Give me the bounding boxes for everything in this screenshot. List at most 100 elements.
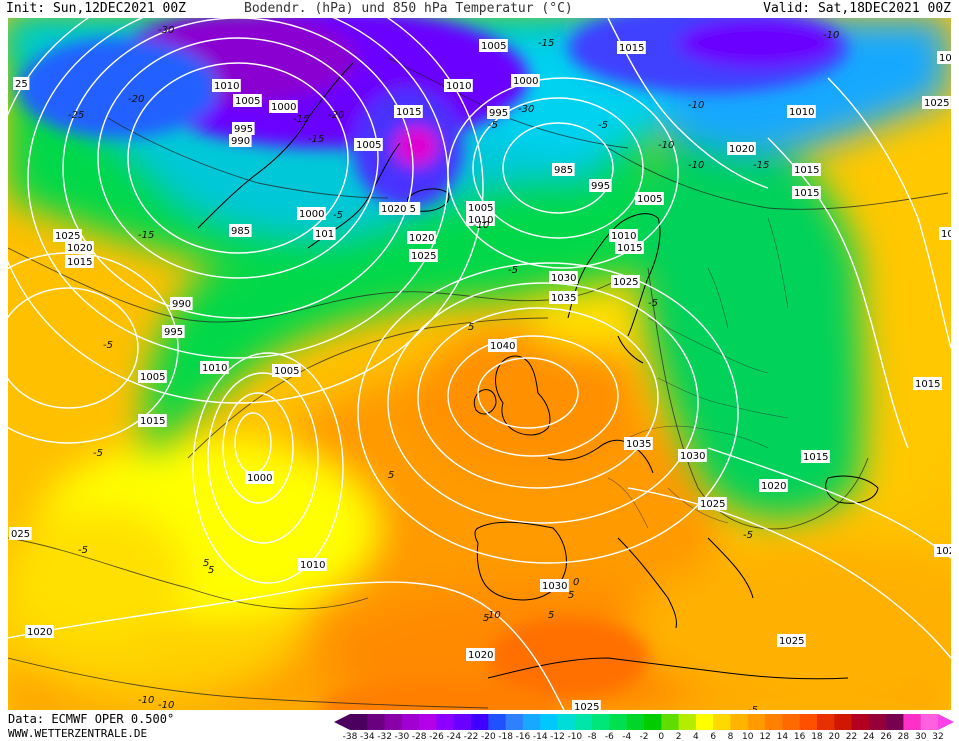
temperature-contour-label: 5 xyxy=(483,613,489,624)
colorbar-swatch xyxy=(816,714,835,730)
isobar-label: 1030 xyxy=(939,53,951,64)
isobar-labels: 1005101510302510101010100510001000995101… xyxy=(9,39,951,710)
temperature-contour-label: -5 xyxy=(508,265,518,276)
colorbar-swatch xyxy=(367,714,385,730)
colorbar-tick-label: -20 xyxy=(481,732,496,741)
isobar-label: 985 xyxy=(554,165,573,176)
colorbar-tick-label: -8 xyxy=(588,732,597,741)
isobar-label-bg xyxy=(245,471,274,484)
init-time: Init: Sun,12DEC2021 00Z xyxy=(6,1,187,16)
colorbar-tick-label: 10 xyxy=(742,732,754,741)
colorbar-tick-label: 12 xyxy=(759,732,770,741)
colorbar-tick-labels: -38 -34 -32 -30 -28 -26 -24 -22 -20 -18 -16 -14 -12-… xyxy=(343,732,944,741)
isobar-label-bg xyxy=(678,449,707,462)
isobar-label: 1020 xyxy=(936,546,951,557)
isobar-label: 1040 xyxy=(490,341,515,352)
temperature-contour-label: -15 xyxy=(538,38,554,49)
isobar-label: 1005 xyxy=(274,366,299,377)
isobar-label: 1035 xyxy=(551,293,576,304)
colorbar-swatch xyxy=(401,714,420,730)
colorbar-swatch xyxy=(609,714,628,730)
temperature-contour-label: -5 xyxy=(93,448,103,459)
isobar-label: 1025 xyxy=(700,499,725,510)
isobar-label: 101 xyxy=(315,229,334,240)
temperature-contour-label: 5 xyxy=(548,610,554,621)
isobar-label-bg xyxy=(138,370,167,383)
colorbar-tick-label: 30 xyxy=(915,732,927,741)
colorbar-swatch xyxy=(436,714,455,730)
weather-map[interactable]: 1005101510302510101010100510001000995101… xyxy=(8,18,951,710)
colorbar-tick-label: -22 xyxy=(464,732,479,741)
colorbar-swatch xyxy=(903,714,922,730)
colorbar-tick-label: 18 xyxy=(811,732,823,741)
temperature-contour-label: -5 xyxy=(333,210,343,221)
isobar-label: 1000 xyxy=(513,76,538,87)
isobar-label-bg xyxy=(233,94,262,107)
isobar-label: 990 xyxy=(231,136,250,147)
colorbar-tick-label: -6 xyxy=(605,732,614,741)
isobar-label: 1030 xyxy=(680,451,705,462)
temperature-contour-label: -15 xyxy=(138,230,154,241)
colorbar-tick-label: -14 xyxy=(533,732,548,741)
isobar-label: 1015 xyxy=(140,416,165,427)
isobar-label-bg xyxy=(162,325,185,338)
colorbar-tick-label: 16 xyxy=(794,732,806,741)
temperature-contour-label: -5 xyxy=(748,705,758,710)
isobar-label: 1015 xyxy=(619,43,644,54)
colorbar-swatch xyxy=(540,714,558,730)
isobar-label-bg xyxy=(939,227,951,240)
temperature-contour-label: -10 xyxy=(658,140,674,151)
colorbar-tick-label: 24 xyxy=(863,732,875,741)
isobar-label: 1005 xyxy=(468,203,493,214)
isobar-label-bg xyxy=(466,201,495,214)
isobar-label: 1015 xyxy=(803,452,828,463)
colorbar-swatch xyxy=(592,714,610,730)
website-url[interactable]: WWW.WETTERZENTRALE.DE xyxy=(8,727,148,740)
isobar-label: 1000 xyxy=(247,473,272,484)
temperature-contours xyxy=(8,57,949,709)
isobar-label: 1005 xyxy=(637,194,662,205)
isobar-label: 1010 xyxy=(468,215,493,226)
colorbar-swatch xyxy=(488,714,507,730)
isobar-label-bg xyxy=(792,163,821,176)
colorbar-tick-label: -30 xyxy=(395,732,410,741)
colorbar-tick-label: 26 xyxy=(880,732,892,741)
temperature-contour-label: -5 xyxy=(648,298,658,309)
isobar-label-bg xyxy=(229,224,252,237)
temperature-contour-label: 5 xyxy=(203,558,209,569)
colorbar-swatch xyxy=(886,714,904,730)
isobar-label: 1030 xyxy=(551,273,576,284)
isobar-label-bg xyxy=(229,134,252,147)
data-source: Data: ECMWF OPER 0.500° xyxy=(8,712,175,726)
isobar-label-bg xyxy=(212,79,241,92)
isobar-label: 1020 xyxy=(67,243,92,254)
isobar-label: 1015 xyxy=(67,257,92,268)
temperature-contour-label: -15 xyxy=(308,134,324,145)
colorbar-swatch xyxy=(557,714,576,730)
temperature-contour-label: -5 xyxy=(78,545,88,556)
isobar-label-bg xyxy=(53,229,82,242)
colorbar-swatch xyxy=(471,714,489,730)
temperature-contour-label: -5 xyxy=(488,120,498,131)
temperature-contour-label: -5 xyxy=(103,340,113,351)
isobar-label-bg xyxy=(635,192,664,205)
isobar-label-bg xyxy=(200,361,229,374)
colorbar-tick-label: 32 xyxy=(932,732,943,741)
colorbar-swatch xyxy=(505,714,524,730)
coastlines xyxy=(197,62,879,680)
colorbar-tick-label: -24 xyxy=(446,732,461,741)
colorbar-swatch xyxy=(713,714,731,730)
isobar-label-bg xyxy=(540,579,569,592)
colorbar-tick-label: 14 xyxy=(777,732,789,741)
isobar-label: 1015 xyxy=(794,188,819,199)
isobar-label-bg xyxy=(272,364,301,377)
isobar-label: 1015 xyxy=(617,243,642,254)
isobar-label-bg xyxy=(379,202,421,215)
isobar-label-bg xyxy=(298,558,327,571)
isobar-label: 1035 xyxy=(626,439,651,450)
isobar-label-bg xyxy=(552,163,575,176)
colorbar-swatch xyxy=(661,714,679,730)
temperature-contour-label: 5 xyxy=(568,590,574,601)
isobar-label-bg xyxy=(549,291,578,304)
temperature-contour-label: 10 xyxy=(488,610,501,621)
